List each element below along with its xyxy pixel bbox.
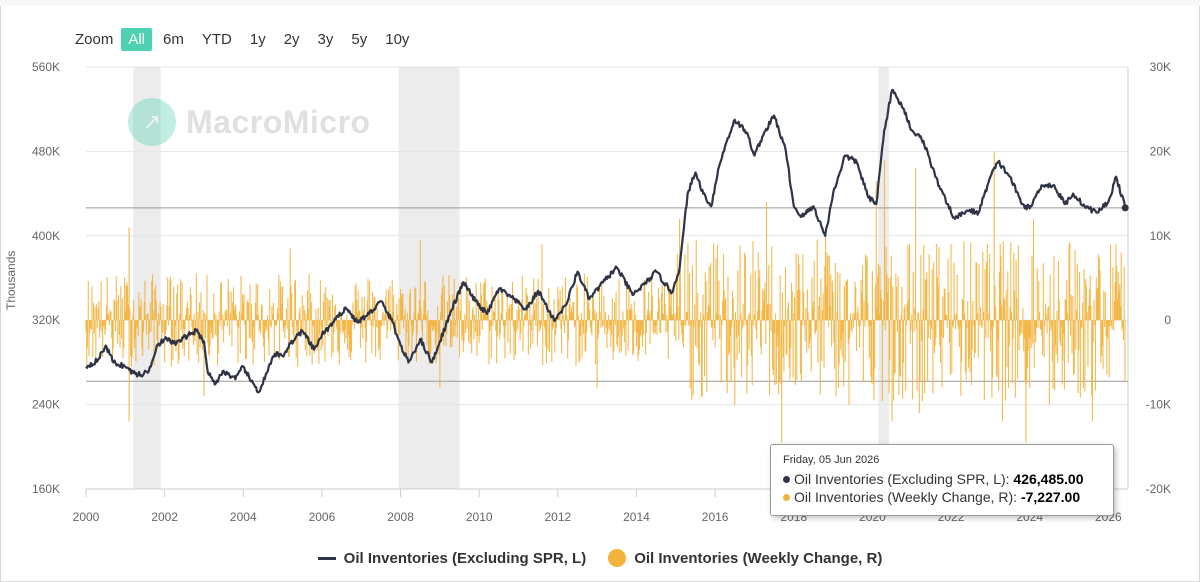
x-axis-tick-label: 2010 <box>466 510 493 524</box>
left-axis-tick-label: 160K <box>32 482 60 496</box>
tooltip-left-label: Oil Inventories (Excluding SPR, L): <box>794 471 1014 487</box>
chart-up-icon: ↗ <box>128 98 176 146</box>
left-axis-tick-label: 320K <box>32 313 60 327</box>
legend-item-right-series[interactable]: Oil Inventories (Weekly Change, R) <box>608 549 882 567</box>
left-axis-tick-label: 480K <box>32 144 60 158</box>
recession-band <box>878 67 889 489</box>
zoom-label: Zoom <box>75 30 114 48</box>
recession-band <box>133 67 161 489</box>
watermark-logo: ↗ MacroMicro <box>128 98 371 146</box>
zoom-5y-button[interactable]: 5y <box>351 30 368 48</box>
axes: 560K 480K 400K 320K 240K 160K 30K 20K 10K 0 -10K -2… <box>32 60 1171 524</box>
left-axis-tick-label: 400K <box>32 229 60 243</box>
left-axis-tick-label: 560K <box>32 60 60 74</box>
x-axis-tick-label: 2016 <box>702 510 729 524</box>
right-axis-tick-label: 10K <box>1150 229 1171 243</box>
line-swatch-icon <box>317 556 336 560</box>
legend-left-label: Oil Inventories (Excluding SPR, L) <box>343 549 587 567</box>
zoom-ytd-button[interactable]: YTD <box>201 30 232 48</box>
legend: Oil Inventories (Excluding SPR, L) Oil I… <box>0 549 1200 567</box>
tooltip: Friday, 05 Jun 2026 Oil Inventories (Exc… <box>770 444 1114 516</box>
x-axis-tick-label: 2008 <box>387 510 414 524</box>
tooltip-row-right: Oil Inventories (Weekly Change, R): -7,2… <box>783 488 1101 506</box>
right-axis-tick-label: -20K <box>1146 482 1171 496</box>
zoom-6m-button[interactable]: 6m <box>163 30 184 48</box>
right-axis-tick-label: 30K <box>1150 60 1171 74</box>
tooltip-right-label: Oil Inventories (Weekly Change, R): <box>794 489 1021 505</box>
right-axis-tick-label: 0 <box>1164 313 1171 327</box>
watermark-text: MacroMicro <box>186 103 371 140</box>
zoom-1y-button[interactable]: 1y <box>249 30 266 48</box>
series-dot-icon <box>783 493 790 501</box>
zoom-all-button[interactable]: All <box>121 27 153 51</box>
tooltip-date: Friday, 05 Jun 2026 <box>783 454 880 466</box>
tooltip-left-value: 426,485.00 <box>1013 471 1084 487</box>
x-axis-tick-label: 2002 <box>151 510 178 524</box>
inventory-line-layer <box>85 88 1127 394</box>
x-axis-tick-label: 2006 <box>309 510 336 524</box>
zoom-3y-button[interactable]: 3y <box>317 30 334 48</box>
right-axis-tick-label: 20K <box>1150 144 1171 158</box>
tooltip-right-value: -7,227.00 <box>1020 489 1081 505</box>
inventory-line <box>85 88 1127 394</box>
circle-swatch-icon <box>608 549 627 567</box>
left-axis-tick-label: 240K <box>32 398 60 412</box>
series-dot-icon <box>783 475 790 483</box>
right-axis-tick-label: -10K <box>1146 398 1171 412</box>
zoom-10y-button[interactable]: 10y <box>385 30 410 48</box>
legend-item-left-series[interactable]: Oil Inventories (Excluding SPR, L) <box>317 549 587 567</box>
left-axis-title: Thousands <box>4 250 18 310</box>
recession-band <box>398 67 460 489</box>
x-axis-tick-label: 2012 <box>544 510 571 524</box>
x-axis-tick-label: 2004 <box>230 510 257 524</box>
x-axis-tick-label: 2000 <box>73 510 100 524</box>
legend-right-label: Oil Inventories (Weekly Change, R) <box>634 549 883 567</box>
top-strip <box>0 0 1200 6</box>
hover-marker <box>1121 204 1129 212</box>
x-axis-tick-label: 2014 <box>623 510 650 524</box>
weekly-change-columns <box>85 151 1126 443</box>
zoom-bar: Zoom All 6m YTD 1y 2y 3y 5y 10y <box>75 26 420 52</box>
zoom-2y-button[interactable]: 2y <box>283 30 300 48</box>
tooltip-row-left: Oil Inventories (Excluding SPR, L): 426,… <box>783 470 1101 488</box>
